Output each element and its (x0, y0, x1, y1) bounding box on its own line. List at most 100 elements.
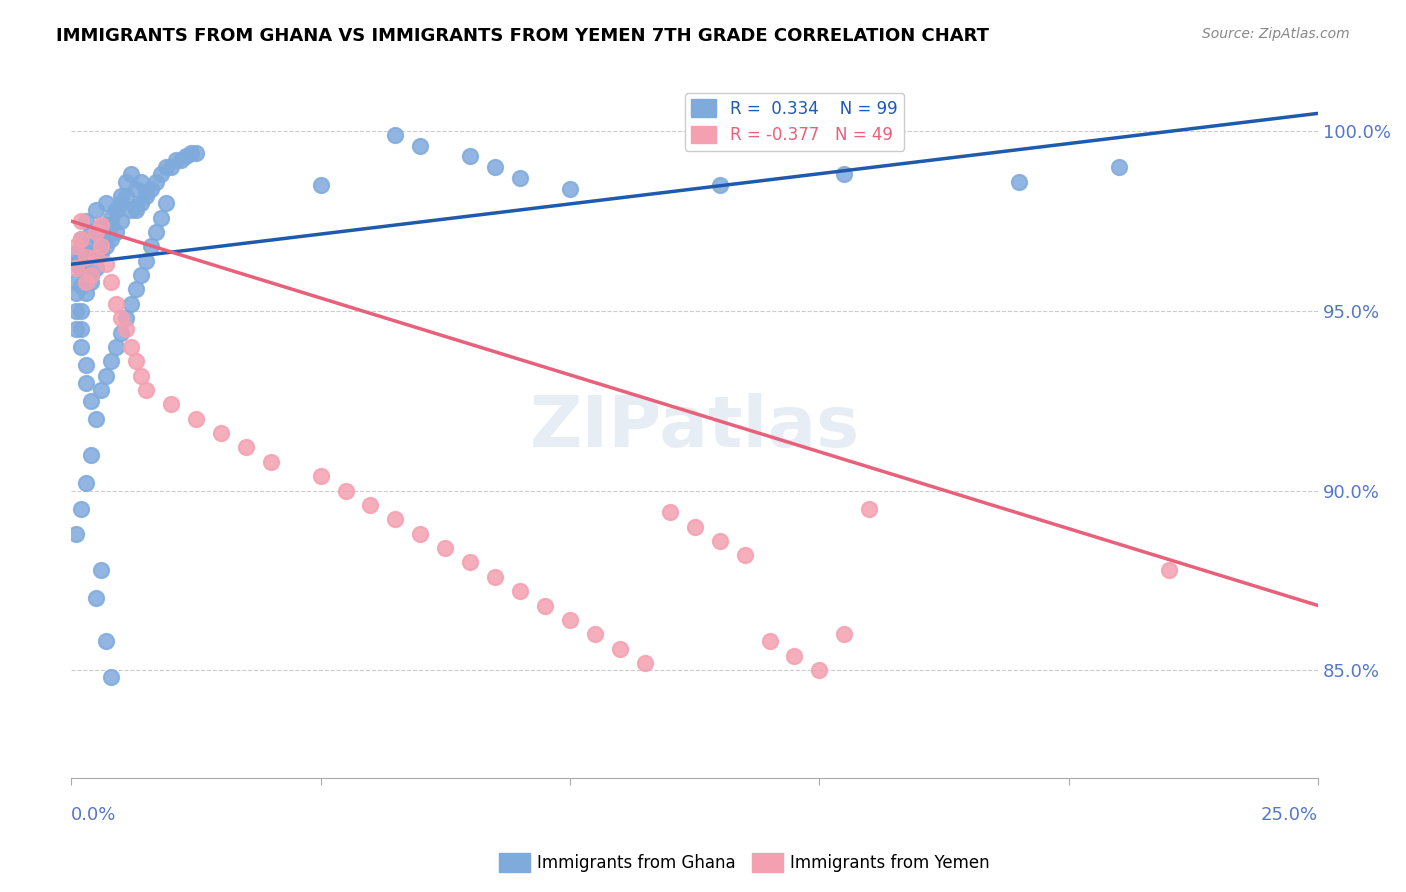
Point (184, 145, 207, 160)
Point (658, 505, 681, 519)
Point (125, 354, 148, 368)
Point (209, 426, 232, 441)
Point (135, 186, 157, 200)
Text: 0.0%: 0.0% (72, 806, 117, 824)
Point (65, 246, 87, 260)
Point (105, 225, 128, 239)
Point (135, 253, 157, 268)
Point (155, 161, 177, 175)
Point (75, 239, 97, 253)
Point (534, 599, 557, 613)
Point (90, 218, 112, 232)
Point (80, 268, 103, 282)
Point (96, 232, 118, 246)
Point (834, 627, 856, 641)
Point (125, 203, 148, 218)
Point (96, 196, 118, 211)
Point (558, 182, 581, 196)
Point (105, 340, 128, 354)
Point (90, 246, 112, 260)
Point (129, 175, 152, 189)
Point (110, 311, 132, 326)
Point (75, 275, 97, 289)
Point (458, 556, 481, 570)
Point (96, 218, 118, 232)
Point (80, 268, 103, 282)
Point (484, 570, 506, 584)
Point (150, 211, 173, 225)
Point (509, 584, 531, 599)
Point (100, 670, 122, 684)
Point (583, 627, 606, 641)
Point (80, 246, 103, 260)
Point (115, 189, 138, 203)
Point (70, 250, 93, 264)
Point (96, 257, 118, 271)
Point (165, 153, 187, 167)
Point (70, 322, 93, 336)
Point (70, 304, 93, 318)
Point (90, 221, 112, 235)
Point (360, 498, 382, 512)
Point (174, 149, 197, 163)
Point (125, 182, 148, 196)
Point (120, 297, 142, 311)
Point (115, 322, 138, 336)
Point (70, 340, 93, 354)
Point (80, 448, 103, 462)
Point (100, 275, 122, 289)
Point (834, 168, 856, 182)
Point (120, 168, 142, 182)
Point (709, 533, 731, 548)
Point (335, 483, 357, 498)
Point (75, 285, 97, 300)
Point (110, 189, 132, 203)
Point (75, 250, 97, 264)
Point (96, 634, 118, 648)
Point (84, 260, 107, 275)
Point (90, 563, 112, 577)
Point (80, 275, 103, 289)
Point (115, 311, 138, 326)
Point (70, 260, 93, 275)
Legend: R =  0.334    N = 99, R = -0.377   N = 49: R = 0.334 N = 99, R = -0.377 N = 49 (685, 93, 904, 151)
Point (100, 218, 122, 232)
Point (96, 239, 118, 253)
Point (558, 613, 581, 627)
Point (75, 476, 97, 491)
Point (484, 161, 506, 175)
Point (135, 383, 157, 397)
Point (70, 232, 93, 246)
Point (65, 275, 87, 289)
Point (858, 501, 880, 516)
Point (75, 358, 97, 372)
Point (309, 469, 332, 483)
Point (139, 239, 162, 253)
Point (160, 397, 183, 411)
Point (65, 526, 87, 541)
Point (609, 641, 631, 656)
Point (75, 214, 97, 228)
Point (409, 526, 432, 541)
Point (84, 250, 107, 264)
Point (135, 189, 157, 203)
Point (65, 239, 87, 253)
Point (110, 214, 132, 228)
Point (125, 200, 148, 214)
Point (84, 250, 107, 264)
Point (84, 228, 107, 243)
Point (1008, 175, 1031, 189)
Point (120, 340, 142, 354)
Point (84, 591, 107, 606)
Text: Immigrants from Yemen: Immigrants from Yemen (790, 854, 990, 871)
Point (100, 211, 122, 225)
Point (1108, 161, 1130, 175)
Point (180, 145, 202, 160)
Text: 25.0%: 25.0% (1261, 806, 1319, 824)
Point (129, 268, 152, 282)
Point (125, 282, 148, 296)
Point (80, 393, 103, 408)
Point (758, 634, 780, 648)
Point (309, 178, 332, 193)
Point (100, 232, 122, 246)
